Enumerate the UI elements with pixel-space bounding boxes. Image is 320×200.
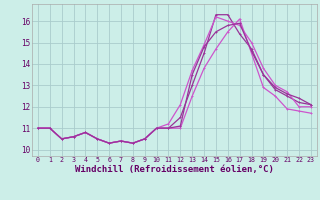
- X-axis label: Windchill (Refroidissement éolien,°C): Windchill (Refroidissement éolien,°C): [75, 165, 274, 174]
